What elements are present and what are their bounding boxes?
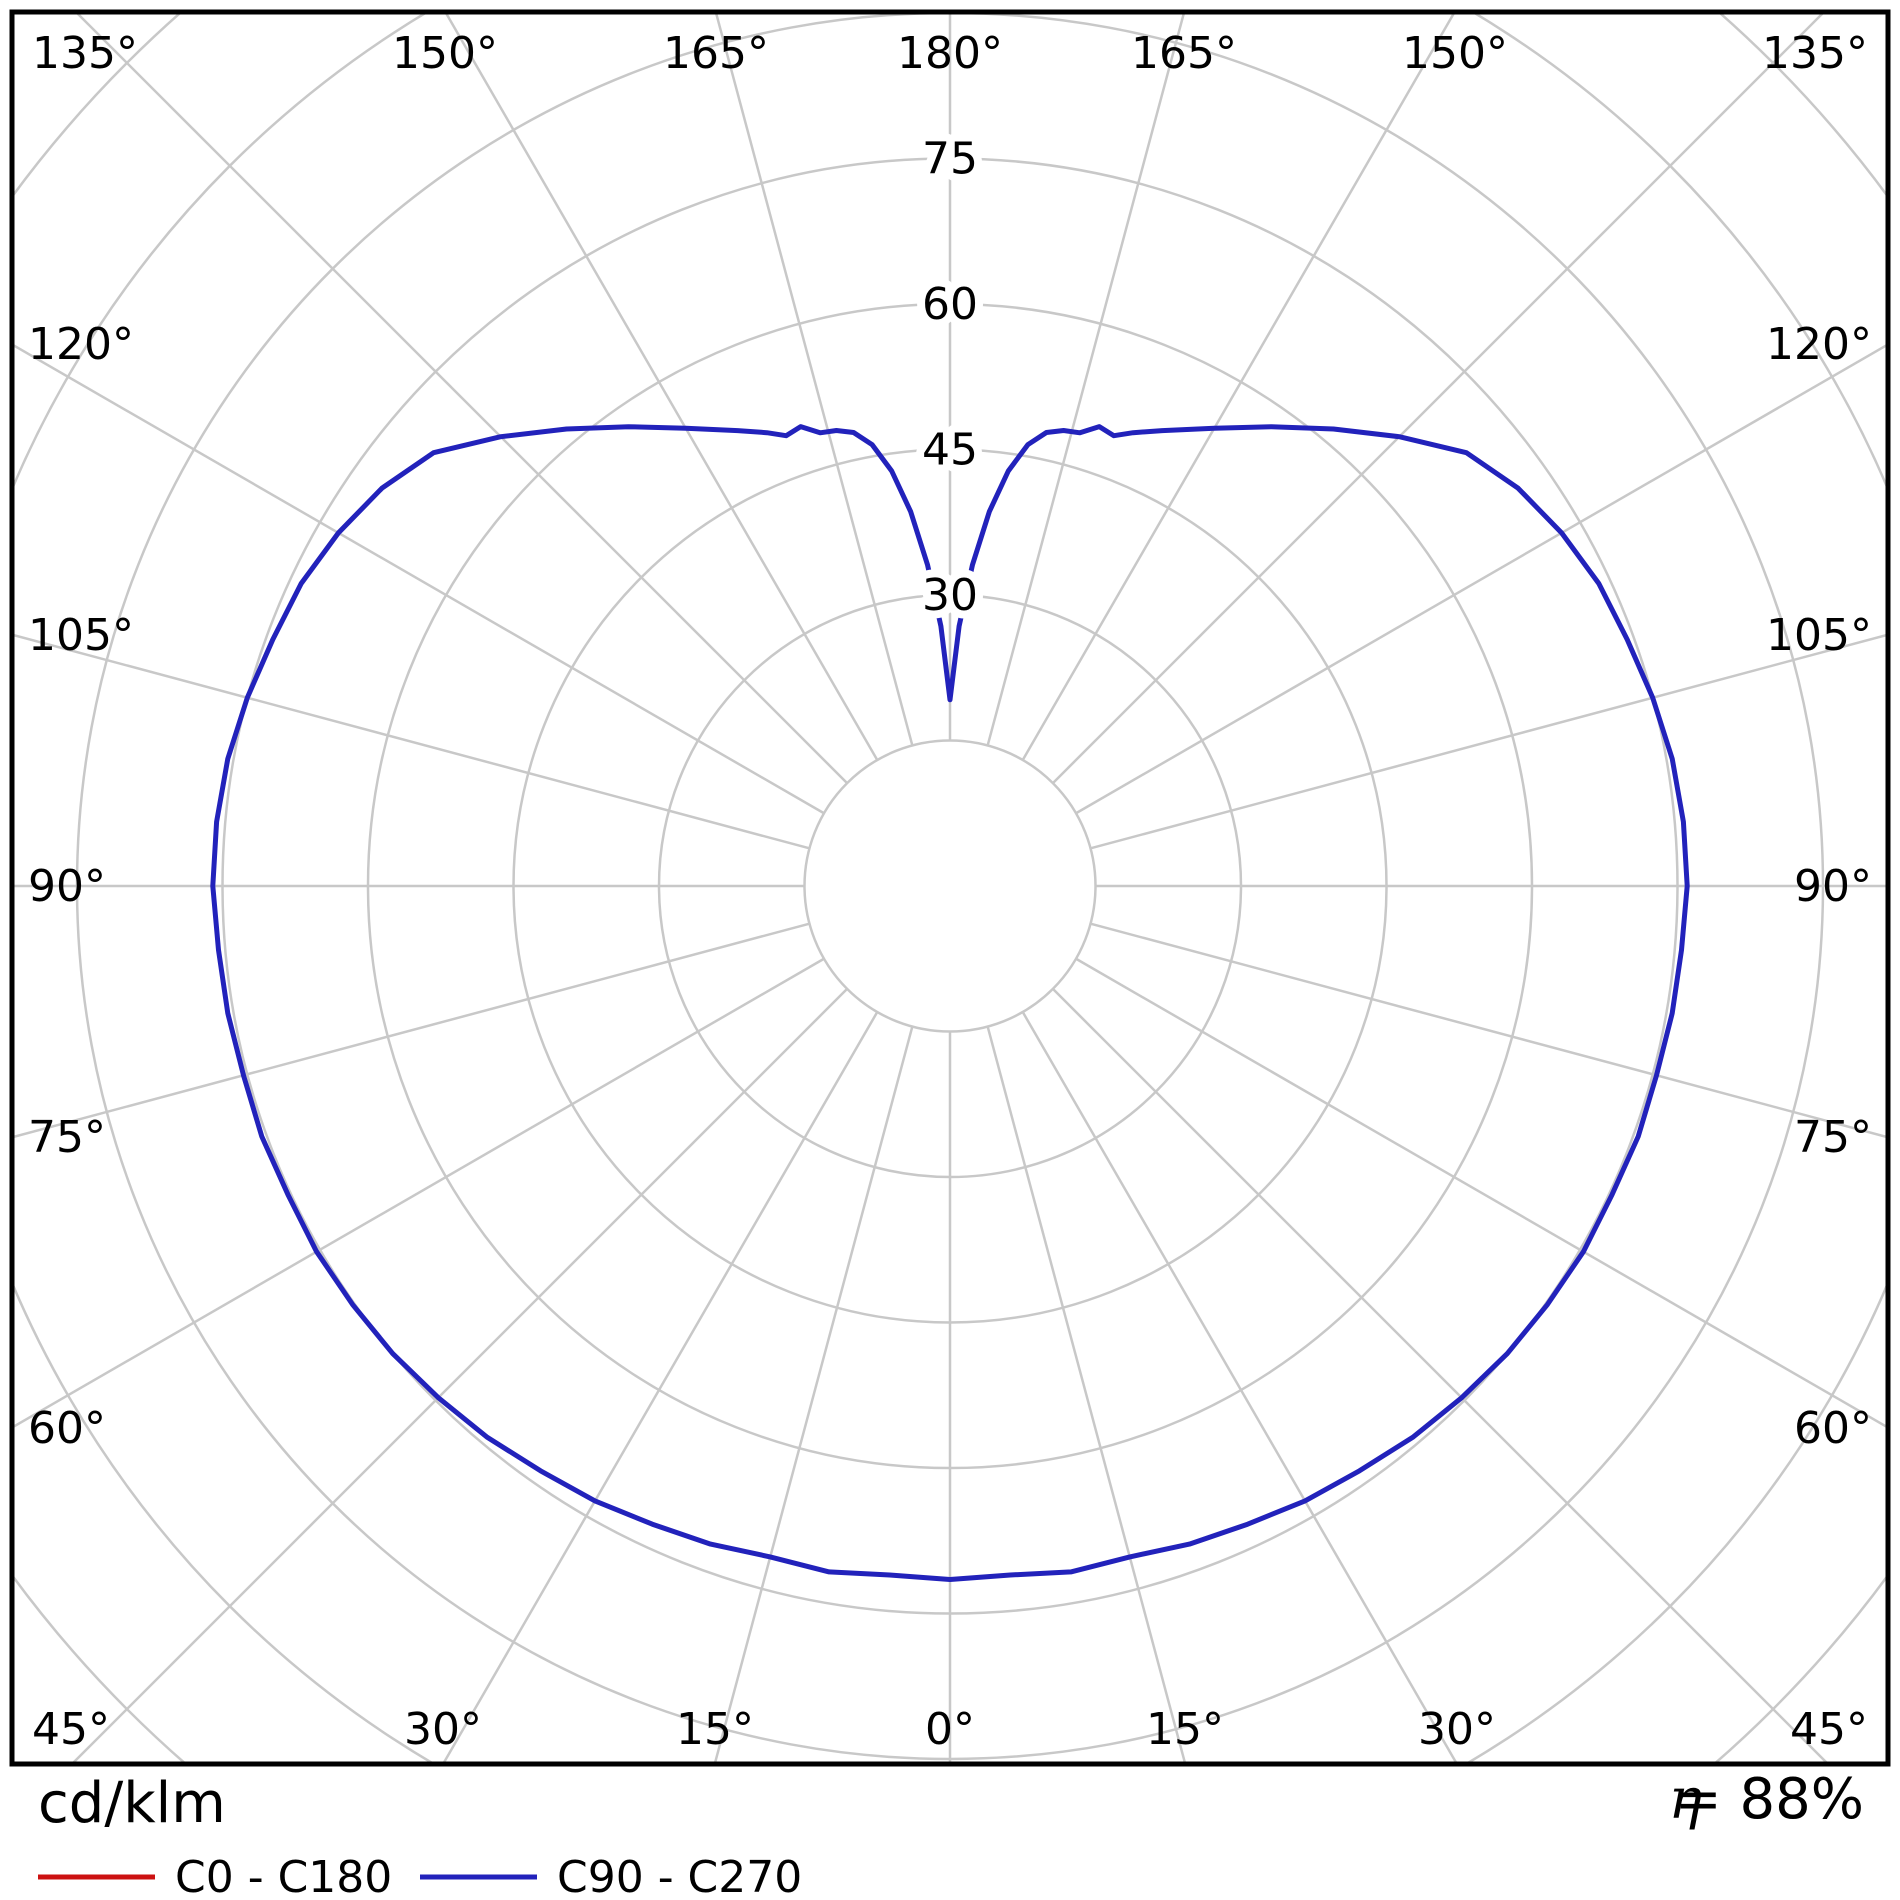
angle-label-top-6: 135°	[1762, 28, 1868, 79]
plot-border	[9, 9, 1891, 1767]
grid-spoke-45	[1052, 988, 1830, 1764]
angle-label-right-4: 60°	[1794, 1403, 1872, 1454]
angle-label-bottom-3: 0°	[925, 1704, 975, 1755]
angle-label-bottom-4: 15°	[1146, 1704, 1224, 1755]
angle-label-right-3: 75°	[1794, 1112, 1872, 1163]
grid-spoke-210	[443, 12, 879, 761]
grid-spoke-195	[714, 12, 914, 746]
grid-spoke-240	[12, 343, 825, 815]
grid-spoke-135	[1052, 12, 1826, 784]
legend: C0 - C180 C90 - C270	[38, 1852, 802, 1900]
angle-label-left-3: 75°	[28, 1112, 106, 1163]
legend-label-c0-c180: C0 - C180	[175, 1852, 392, 1900]
grid-spoke-15	[986, 1026, 1187, 1764]
angle-label-bottom-2: 15°	[676, 1704, 754, 1755]
efficiency-value: = 88%	[1675, 1767, 1864, 1832]
efficiency-symbol: η	[1668, 1767, 1702, 1832]
curve-c90-c270	[210, 424, 1690, 1582]
grid-spoke-225	[74, 12, 848, 784]
grid-spoke-150	[1021, 12, 1457, 761]
angle-label-bottom-1: 30°	[404, 1704, 482, 1755]
angle-label-right-0: 120°	[1766, 319, 1872, 370]
angle-label-bottom-6: 45°	[1790, 1704, 1868, 1755]
angle-label-right-1: 105°	[1766, 610, 1872, 661]
grid-spoke-30	[1021, 1011, 1459, 1764]
grid-spoke-345	[713, 1026, 914, 1764]
grid-spoke-165	[986, 12, 1186, 746]
angle-label-top-2: 165°	[663, 28, 769, 79]
angle-label-top-3: 180°	[897, 28, 1003, 79]
ring-label-75: 75	[922, 134, 978, 185]
grid-spoke-255	[12, 633, 810, 850]
ring-label-60: 60	[922, 279, 978, 330]
grid-spoke-60	[1075, 957, 1888, 1429]
angle-label-bottom-5: 30°	[1418, 1704, 1496, 1755]
angle-label-top-0: 135°	[32, 28, 138, 79]
grid-spoke-75	[1090, 922, 1888, 1139]
grid-spoke-285	[12, 922, 810, 1139]
angle-label-left-4: 60°	[28, 1403, 106, 1454]
angle-label-bottom-0: 45°	[32, 1704, 110, 1755]
angle-label-top-4: 165°	[1131, 28, 1237, 79]
grid-spoke-300	[12, 957, 825, 1429]
intensity-curves	[210, 424, 1690, 1582]
angle-label-right-2: 90°	[1794, 861, 1872, 912]
angle-label-left-2: 90°	[28, 861, 106, 912]
units-label: cd/klm	[38, 1771, 226, 1836]
legend-label-c90-c270: C90 - C270	[557, 1852, 802, 1900]
grid-spoke-120	[1075, 343, 1888, 815]
grid-spoke-315	[70, 988, 848, 1764]
grid-spoke-105	[1090, 633, 1888, 850]
angle-label-left-0: 120°	[28, 319, 134, 370]
angle-label-top-5: 150°	[1402, 28, 1508, 79]
axis-labels: 30 45 60 75 135° 150° 165° 180° 165° 150° 135° 45° 3…	[28, 28, 1872, 1755]
grid-spoke-330	[441, 1011, 879, 1764]
angle-label-top-1: 150°	[392, 28, 498, 79]
angle-label-left-1: 105°	[28, 610, 134, 661]
ring-label-45: 45	[922, 425, 978, 476]
ring-label-30: 30	[922, 570, 978, 621]
